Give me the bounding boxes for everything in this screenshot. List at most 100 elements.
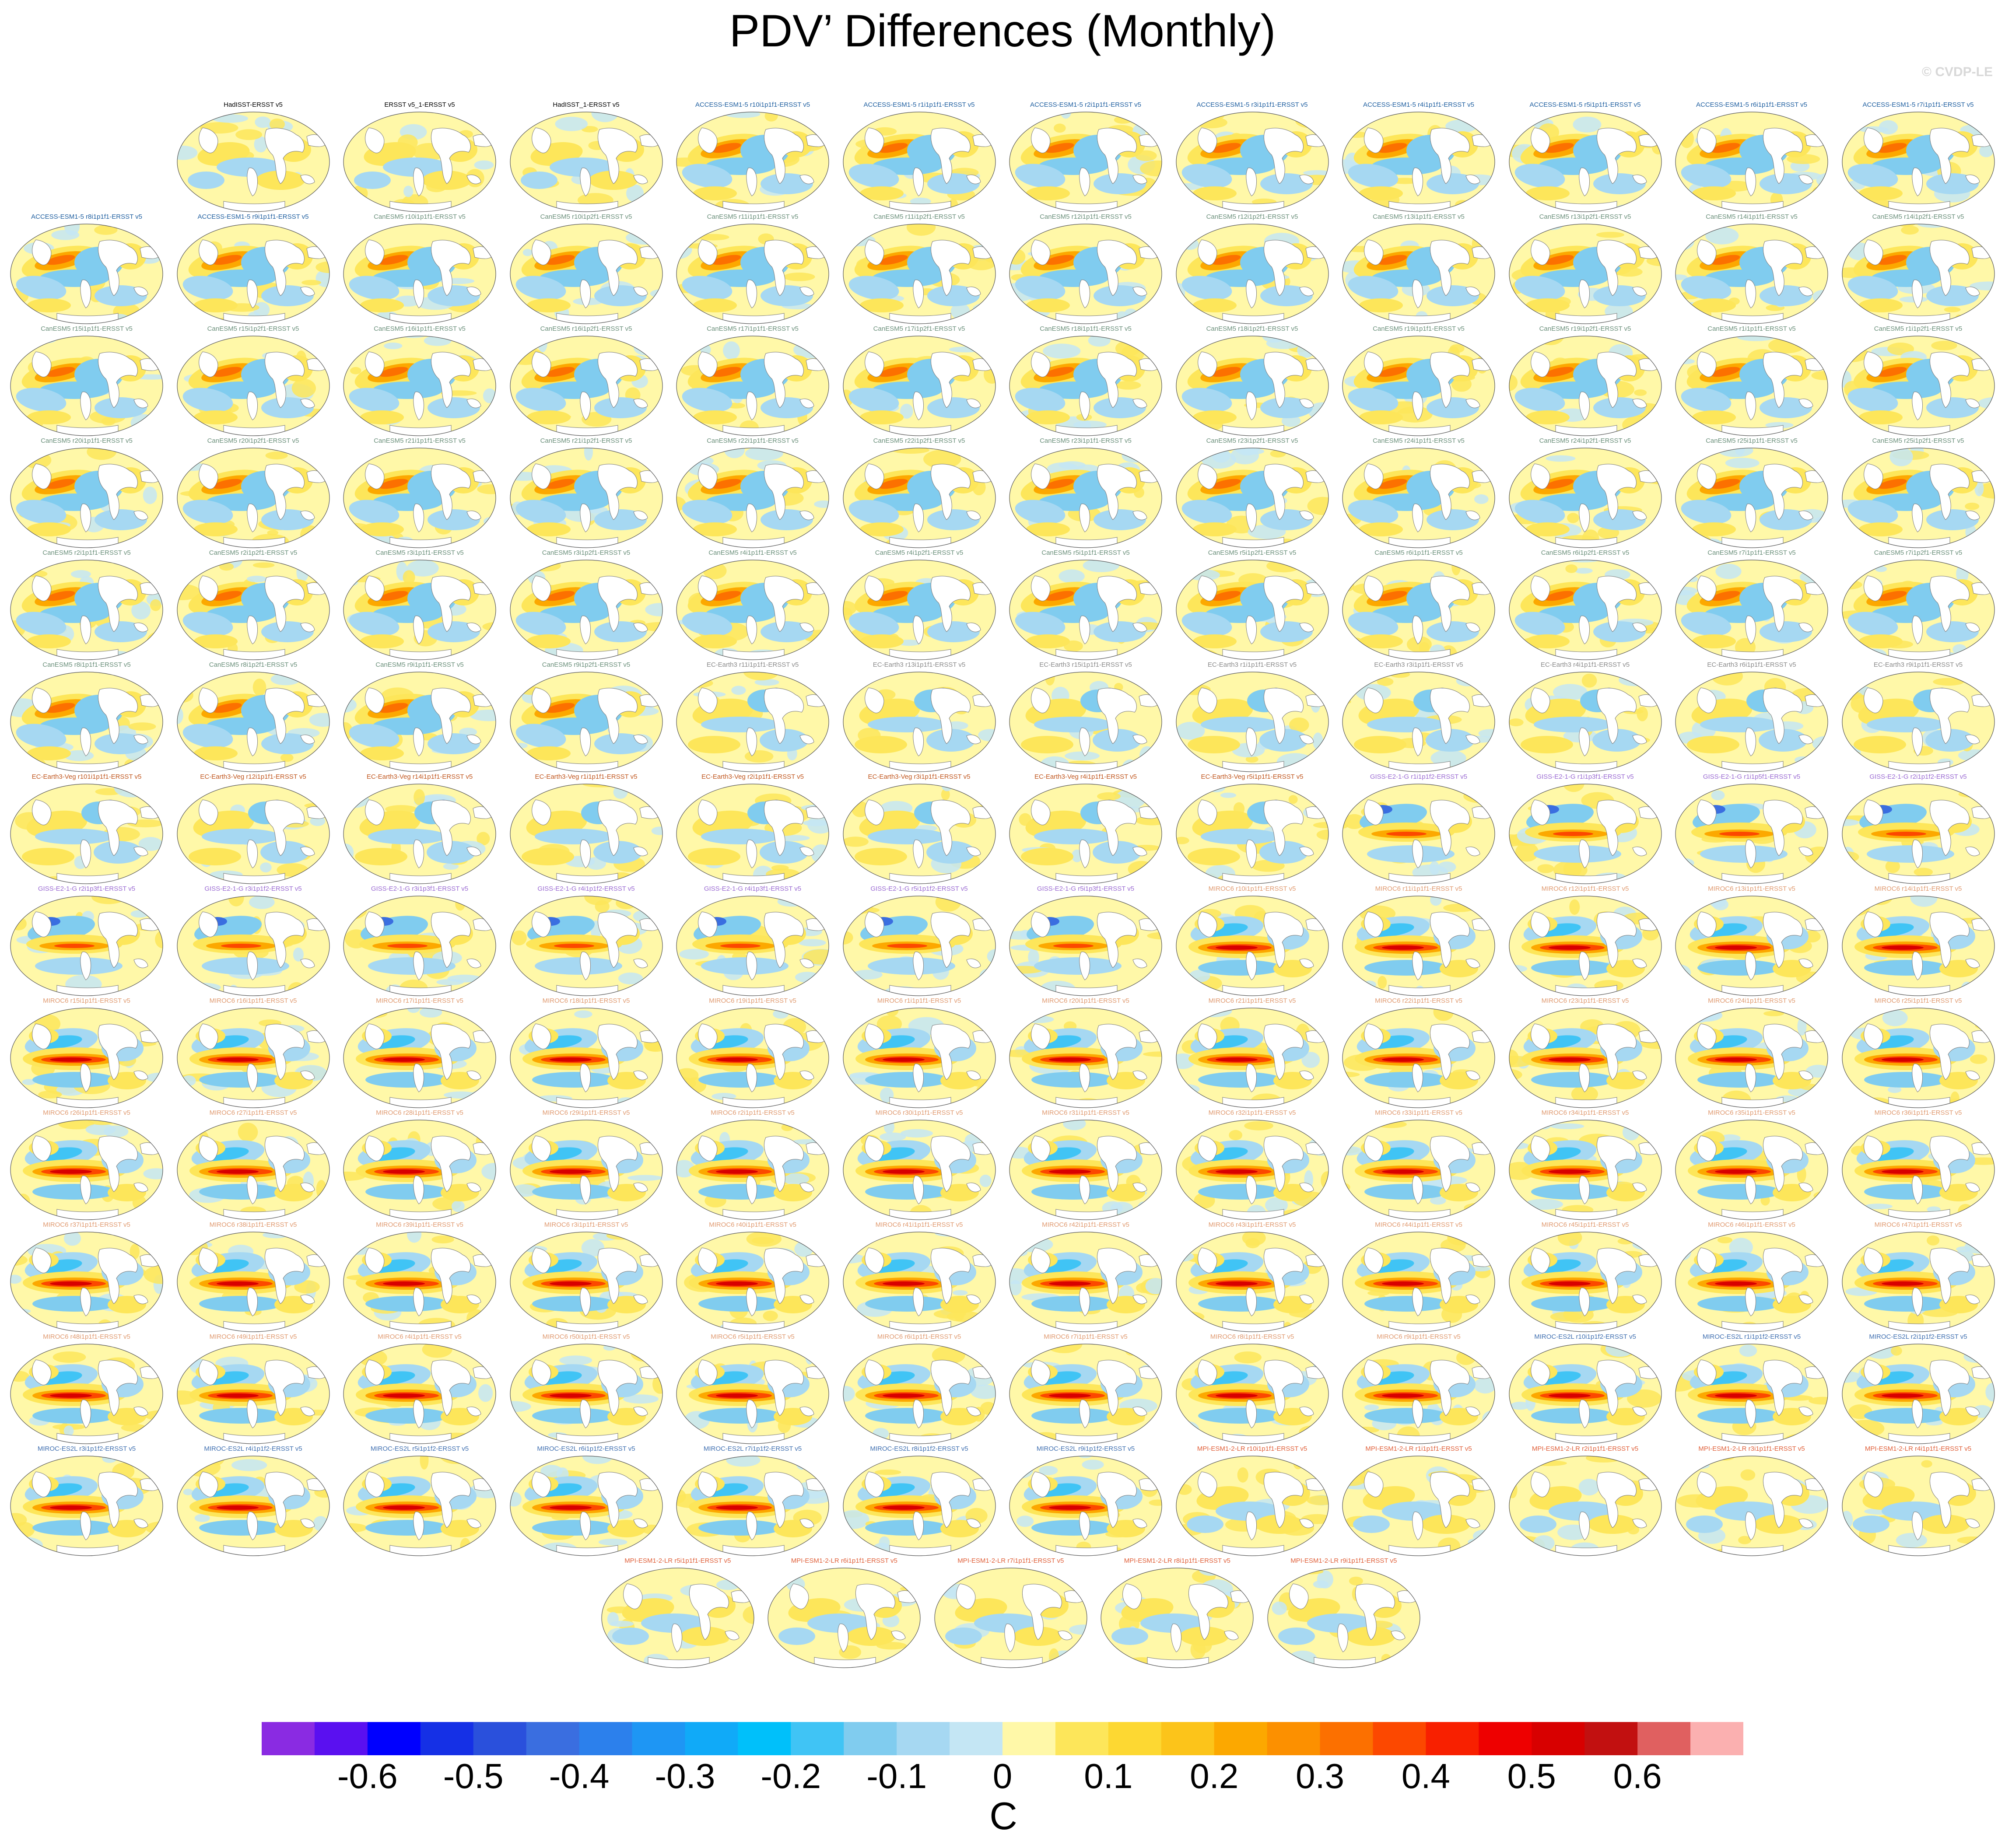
anomaly-patch: [1348, 612, 1399, 636]
land-mask: [140, 918, 161, 931]
land-mask: [1805, 1030, 1826, 1043]
land-mask: [1555, 649, 1617, 660]
anomaly-patch: [1847, 164, 1898, 188]
anomaly-patch: [979, 969, 995, 984]
map-border: [10, 672, 163, 772]
land-mask: [56, 313, 119, 324]
map-panel-title: MIROC6 r23i1p1f1-ERSST v5: [1541, 997, 1629, 1004]
anomaly-patch: [186, 983, 221, 992]
map-panel-title: MIROC6 r41i1p1f1-ERSST v5: [875, 1221, 963, 1228]
anomaly-patch: [460, 1538, 471, 1554]
anomaly-patch: [182, 500, 233, 524]
anomaly-patch: [1531, 1296, 1615, 1312]
map-panel-title: EC-Earth3 r13i1p1f1-ERSST v5: [873, 661, 966, 668]
land-mask: [1721, 649, 1784, 660]
anomaly-patch: [383, 158, 449, 177]
anomaly-patch: [46, 367, 75, 377]
anomaly-patch: [781, 1124, 793, 1131]
land-mask: [1430, 576, 1470, 632]
land-mask: [413, 392, 424, 420]
anomaly-patch: [724, 448, 745, 458]
land-mask: [806, 1142, 827, 1155]
land-mask: [1222, 537, 1284, 548]
land-mask: [32, 463, 52, 490]
anomaly-patch: [216, 1393, 259, 1398]
map-panel-title: CanESM5 r14i1p1f1-ERSST v5: [1706, 213, 1798, 220]
land-mask: [300, 175, 315, 184]
anomaly-patch: [1192, 186, 1237, 200]
anomaly-patch: [1881, 1281, 1924, 1286]
anomaly-patch: [1234, 448, 1260, 456]
anomaly-patch: [910, 197, 931, 206]
land-mask: [889, 313, 951, 324]
anomaly-patch: [1378, 367, 1407, 377]
map-svg: [1841, 1120, 1995, 1220]
map-panel-title: CanESM5 r2i1p1f1-ERSST v5: [42, 549, 131, 556]
anomaly-patch: [645, 603, 662, 616]
map-border: [509, 336, 663, 436]
map-panel: MIROC6 r27i1p1f1-ERSST v5: [175, 1108, 332, 1222]
anomaly-patch: [1316, 746, 1328, 755]
anomaly-patch: [1065, 751, 1100, 761]
land-mask: [306, 1254, 327, 1267]
map-border: [343, 560, 496, 660]
map-panel: CanESM5 r9i1p1f1-ERSST v5: [341, 660, 498, 774]
map-panel: EC-Earth3 r1i1p1f1-ERSST v5: [1174, 660, 1331, 774]
map-svg: [676, 1456, 829, 1556]
land-mask: [198, 687, 218, 714]
map-panel: MIROC6 r38i1p1f1-ERSST v5: [175, 1220, 332, 1334]
map-panel: CanESM5 r18i1p1f1-ERSST v5: [1007, 324, 1164, 438]
anomaly-patch: [1367, 845, 1455, 863]
anomaly-patch: [1705, 227, 1739, 245]
anomaly-patch: [682, 388, 733, 412]
anomaly-patch: [252, 562, 274, 568]
anomaly-patch: [1181, 164, 1232, 188]
anomaly-patch: [349, 724, 400, 748]
anomaly-patch: [1760, 621, 1812, 642]
anomaly-patch: [1509, 448, 1537, 457]
anomaly-patch: [1875, 566, 1887, 572]
anomaly-patch: [12, 1424, 30, 1443]
map-panel-title: MIROC6 r22i1p1f1-ERSST v5: [1375, 997, 1462, 1004]
anomaly-patch: [652, 1466, 662, 1474]
anomaly-patch: [63, 1232, 81, 1246]
anomaly-patch: [867, 717, 946, 732]
map-svg: [176, 1232, 330, 1332]
anomaly-patch: [1474, 1377, 1495, 1394]
anomaly-patch: [532, 1184, 616, 1200]
map-panel-title: MIROC6 r33i1p1f1-ERSST v5: [1375, 1109, 1462, 1116]
land-mask: [80, 728, 91, 756]
anomaly-patch: [952, 1290, 967, 1295]
map-panel: MIROC-ES2L r4i1p1f2-ERSST v5: [175, 1444, 332, 1558]
land-mask: [1305, 694, 1326, 707]
land-mask: [1721, 537, 1784, 548]
map-panel-title: GISS-E2-1-G r4i1p1f2-ERSST v5: [537, 885, 635, 892]
anomaly-patch: [1220, 792, 1236, 798]
anomaly-patch: [379, 703, 408, 713]
anomaly-patch: [1973, 112, 1994, 127]
map-border: [1508, 448, 1662, 548]
anomaly-patch: [1308, 896, 1320, 903]
map-panel: CanESM5 r13i1p1f1-ERSST v5: [1340, 212, 1497, 326]
anomaly-patch: [428, 397, 480, 418]
map-svg: [343, 1120, 496, 1220]
anomaly-patch: [731, 686, 746, 695]
land-mask: [413, 280, 424, 308]
map-panel-title: MIROC6 r5i1p1f1-ERSST v5: [711, 1333, 795, 1340]
anomaly-patch: [1877, 367, 1907, 377]
anomaly-patch: [1847, 612, 1898, 636]
map-panel: ACCESS-ESM1-5 r7i1p1f1-ERSST v5: [1840, 100, 1997, 214]
land-mask: [972, 918, 993, 931]
anomaly-patch: [788, 448, 806, 452]
anomaly-patch: [900, 403, 913, 419]
anomaly-patch: [188, 848, 241, 865]
map-panel: EC-Earth3-Veg r101i1p1f1-ERSST v5: [8, 772, 165, 886]
land-mask: [466, 735, 481, 744]
map-svg: [176, 560, 330, 660]
land-mask: [133, 623, 148, 632]
land-mask: [912, 728, 924, 756]
map-panel: CanESM5 r16i1p1f1-ERSST v5: [341, 324, 498, 438]
map-border: [676, 448, 829, 548]
map-panel: MIROC6 r19i1p1f1-ERSST v5: [674, 996, 831, 1110]
land-mask: [746, 616, 757, 644]
